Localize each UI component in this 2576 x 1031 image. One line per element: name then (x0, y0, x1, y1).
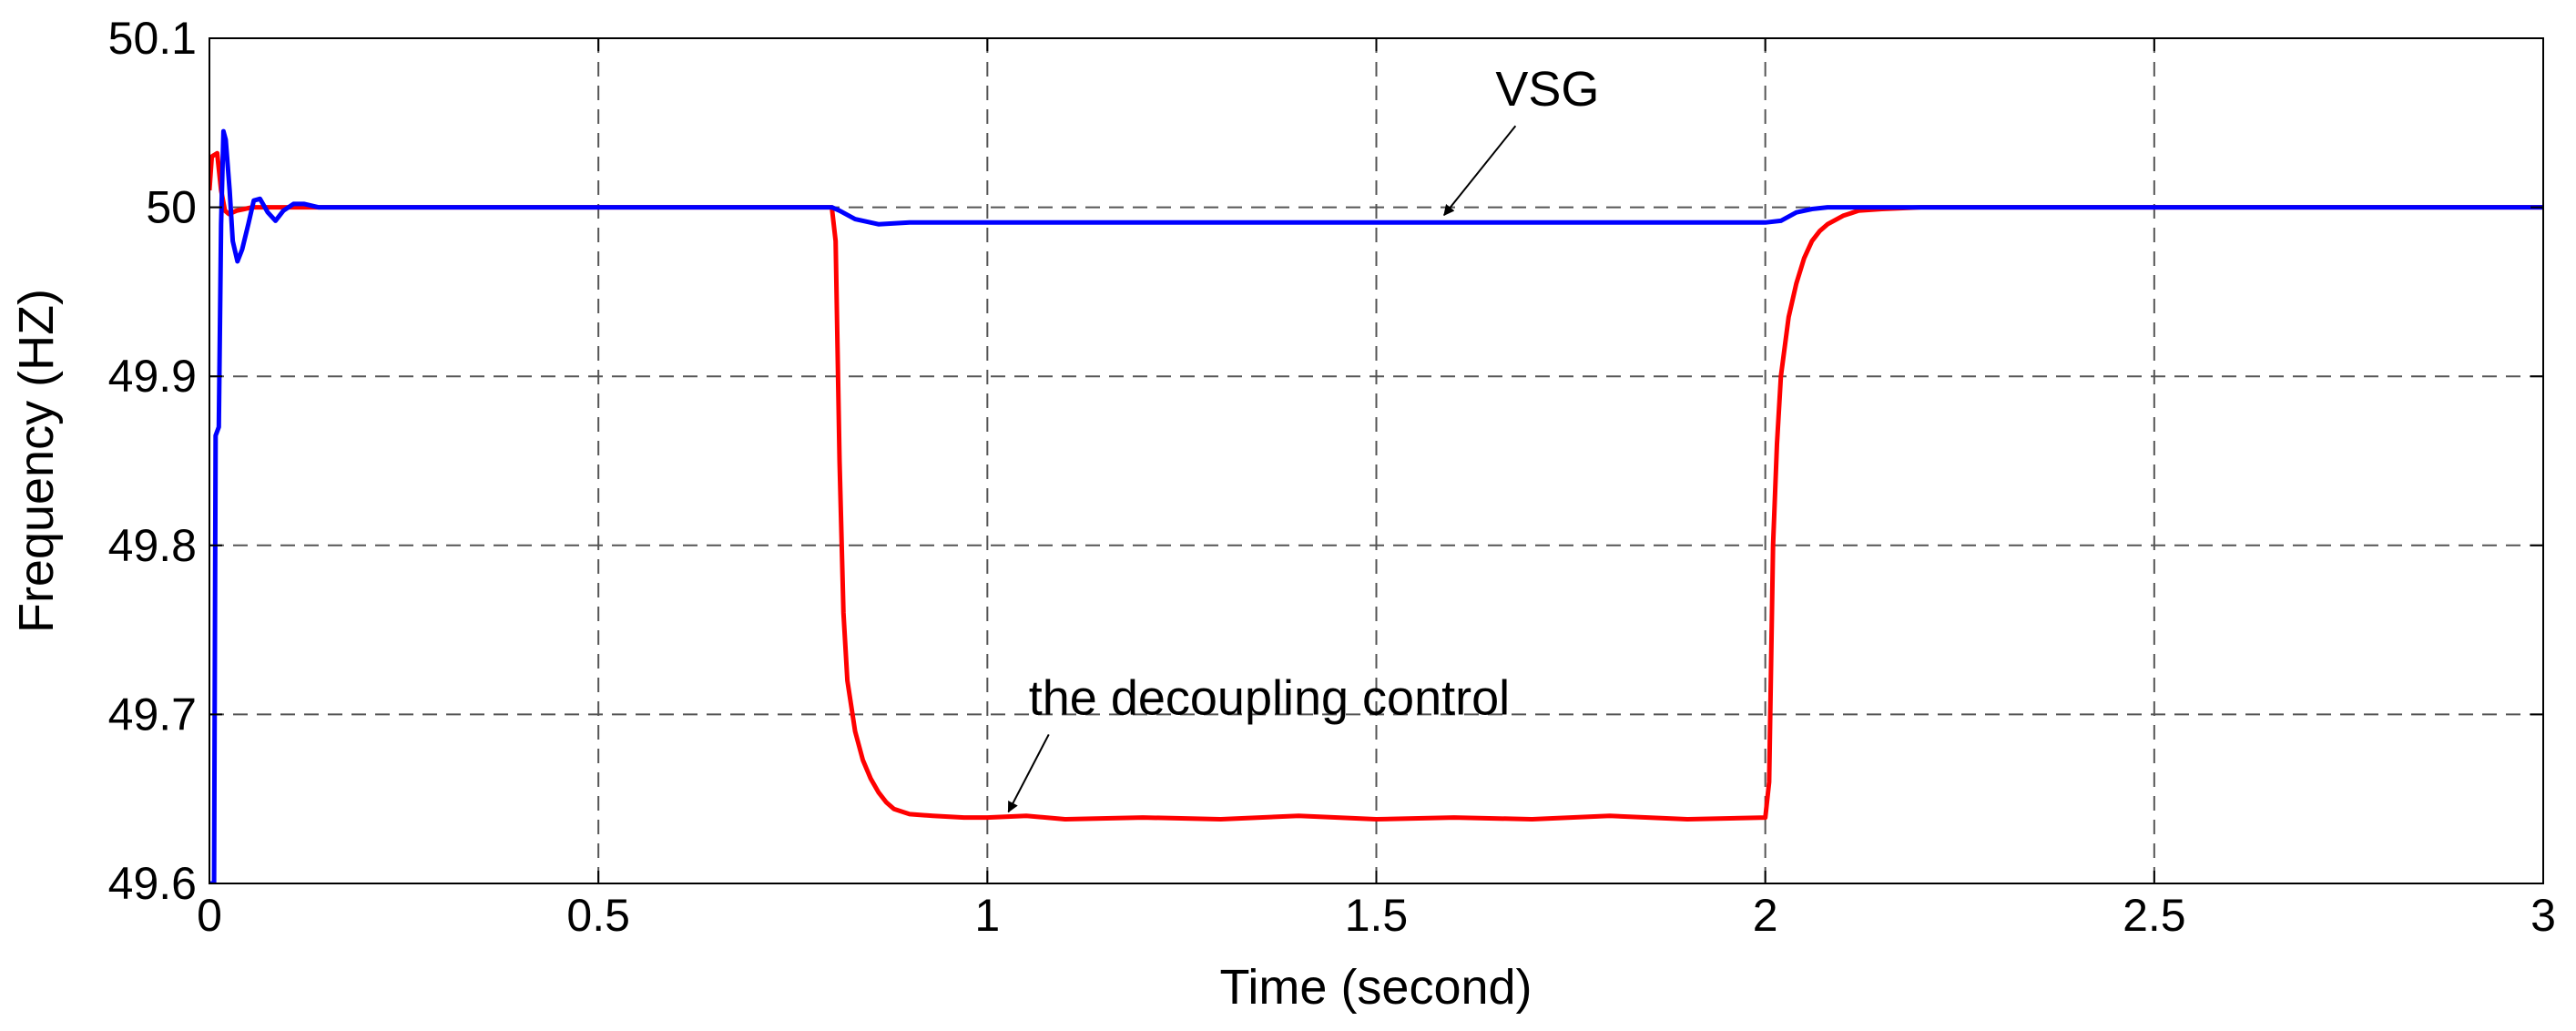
decoupling-annotation-arrow (1007, 733, 1050, 813)
x-tick-label: 2 (1753, 890, 1778, 941)
vsg-annotation-arrow (1443, 125, 1517, 217)
plot-background (209, 38, 2543, 883)
annotations: VSG the decoupling control (1007, 62, 1599, 813)
x-tick-label: 1.5 (1345, 890, 1409, 941)
series-layer (209, 128, 2543, 883)
x-axis-title: Time (second) (1219, 960, 1532, 1015)
x-tick-label: 1 (974, 890, 1000, 941)
y-tick-label: 49.7 (108, 689, 197, 740)
y-tick-label: 49.8 (108, 520, 197, 571)
y-tick-label: 49.6 (108, 858, 197, 909)
decoupling-annotation-label: the decoupling control (1029, 670, 1510, 725)
y-axis-title: Frequency (HZ) (9, 289, 64, 633)
x-tick-label: 0.5 (566, 890, 630, 941)
vsg-line (209, 128, 2543, 883)
axis-ticks: 0 0.5 1 1.5 2 2.5 3 49.6 49.7 49.8 49.9 50 50.1 (108, 13, 2556, 941)
decoupling-control-line (209, 150, 2543, 822)
y-tick-label: 50 (146, 182, 197, 233)
x-tick-label: 0 (197, 890, 222, 941)
y-tick-label: 49.9 (108, 351, 197, 402)
x-tick-label: 3 (2530, 890, 2556, 941)
vsg-annotation-label: VSG (1495, 62, 1599, 117)
x-tick-label: 2.5 (2123, 890, 2186, 941)
y-tick-label: 50.1 (108, 13, 197, 64)
